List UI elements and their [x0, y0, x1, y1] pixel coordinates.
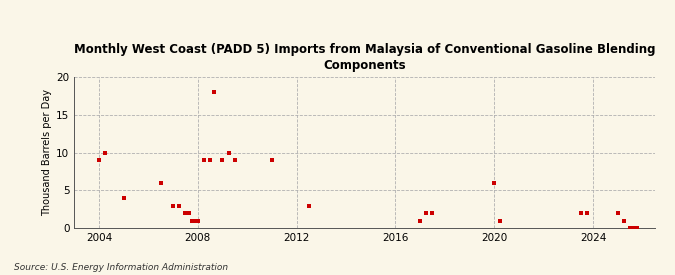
Point [155, 181, 166, 185]
Y-axis label: Thousand Barrels per Day: Thousand Barrels per Day [42, 89, 52, 216]
Point [489, 181, 500, 185]
Point [100, 150, 111, 155]
Text: Source: U.S. Energy Information Administration: Source: U.S. Energy Information Administ… [14, 263, 227, 272]
Point [192, 218, 203, 223]
Point [427, 211, 438, 215]
Point [495, 218, 506, 223]
Point [118, 196, 129, 200]
Point [186, 218, 197, 223]
Point [198, 158, 209, 162]
Point [174, 203, 185, 208]
Point [632, 226, 643, 230]
Point [184, 211, 194, 215]
Point [618, 218, 629, 223]
Point [267, 158, 277, 162]
Point [209, 90, 219, 94]
Title: Monthly West Coast (PADD 5) Imports from Malaysia of Conventional Gasoline Blend: Monthly West Coast (PADD 5) Imports from… [74, 43, 655, 72]
Point [414, 218, 425, 223]
Point [581, 211, 592, 215]
Point [217, 158, 228, 162]
Point [205, 158, 215, 162]
Point [230, 158, 240, 162]
Point [190, 218, 200, 223]
Point [421, 211, 431, 215]
Point [304, 203, 315, 208]
Point [612, 211, 623, 215]
Point [94, 158, 105, 162]
Point [223, 150, 234, 155]
Point [167, 203, 178, 208]
Point [624, 226, 635, 230]
Point [575, 211, 586, 215]
Point [180, 211, 191, 215]
Point [628, 226, 639, 230]
